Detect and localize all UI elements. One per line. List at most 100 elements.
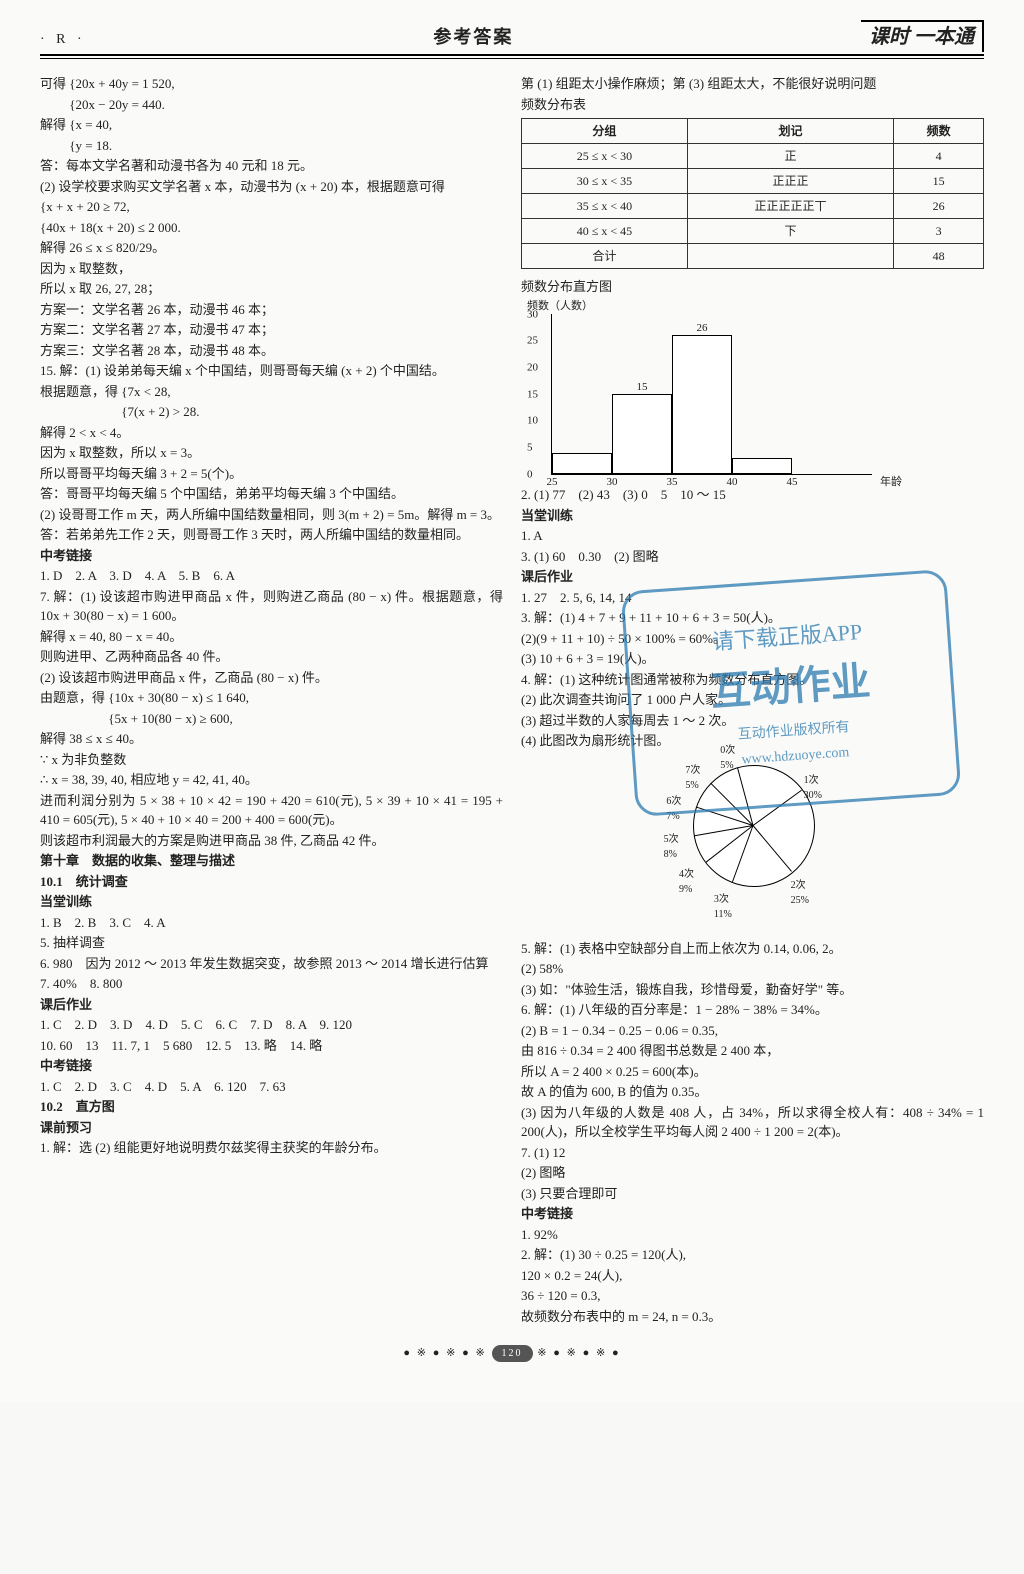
text-line: 7. 解：(1) 设该超市购进甲商品 x 件，则购进乙商品 (80 − x) 件… — [40, 587, 503, 626]
table-row: 40 ≤ x < 45下3 — [522, 219, 984, 244]
table-cell: 下 — [687, 219, 893, 244]
section-heading: 中考链接 — [40, 546, 503, 566]
text-line: (4) 此图改为扇形统计图。 — [521, 731, 984, 751]
pie-label: 2次25% — [791, 878, 809, 908]
text-line: {20x − 20y = 440. — [40, 95, 503, 115]
text-line: 1. 27 2. 5, 6, 14, 14 — [521, 588, 984, 608]
footer-dots: ● ※ ● ※ ● ※ — [403, 1347, 486, 1359]
section-title: 10.2 直方图 — [40, 1097, 503, 1117]
text-line: (2) 设该超市购进甲商品 x 件，乙商品 (80 − x) 件。 — [40, 668, 503, 688]
pie-label: 5次8% — [664, 832, 679, 862]
text-line: 解得 2 < x < 4。 — [40, 423, 503, 443]
section-heading: 课后作业 — [521, 567, 984, 587]
table-row: 合计 48 — [522, 244, 984, 269]
text-line: 4. 解：(1) 这种统计图通常被称为频数分布直方图。 — [521, 670, 984, 690]
text-line: (2) 此次调查共询问了 1 000 户人家。 — [521, 690, 984, 710]
table-row: 35 ≤ x < 40正正正正正丅26 — [522, 194, 984, 219]
section-heading: 当堂训练 — [40, 892, 503, 912]
pie-label: 7次5% — [685, 763, 700, 793]
text-line: (2) 设哥哥工作 m 天，两人所编中国结数量相同，则 3(m + 2) = 5… — [40, 505, 503, 525]
text-line: 解得 38 ≤ x ≤ 40。 — [40, 729, 503, 749]
text-line: 1. C 2. D 3. D 4. D 5. C 6. C 7. D 8. A … — [40, 1015, 503, 1035]
text-line: (3) 如："体验生活，锻炼自我，珍惜母爱，勤奋好学" 等。 — [521, 980, 984, 1000]
left-column: 可得 {20x + 40y = 1 520, {20x − 20y = 440.… — [40, 73, 503, 1327]
table-cell — [687, 244, 893, 269]
table-cell: 35 ≤ x < 40 — [522, 194, 688, 219]
table-cell: 正正正正正丅 — [687, 194, 893, 219]
pie-label: 1次30% — [804, 773, 822, 803]
text-line: 方案一：文学名著 26 本，动漫书 46 本； — [40, 300, 503, 320]
table-title: 频数分布表 — [521, 95, 984, 115]
text-line: 36 ÷ 120 = 0.3, — [521, 1286, 984, 1306]
footer-dots: ※ ● ※ ● ※ ● — [537, 1347, 620, 1359]
table-cell: 48 — [894, 244, 984, 269]
table-header: 分组 — [522, 119, 688, 144]
section-heading: 当堂训练 — [521, 506, 984, 526]
table-cell: 40 ≤ x < 45 — [522, 219, 688, 244]
text-line: {y = 18. — [40, 136, 503, 156]
text-line: 故频数分布表中的 m = 24, n = 0.3。 — [521, 1307, 984, 1327]
section-heading: 课前预习 — [40, 1118, 503, 1138]
text-line: 答：每本文学名著和动漫书各为 40 元和 18 元。 — [40, 156, 503, 176]
text-line: 所以哥哥平均每天编 3 + 2 = 5(个)。 — [40, 464, 503, 484]
text-line: {5x + 10(80 − x) ≥ 600, — [40, 709, 503, 729]
text-line: 5. 抽样调查 — [40, 933, 503, 953]
text-line: (2) 58% — [521, 959, 984, 979]
table-row: 25 ≤ x < 30正4 — [522, 144, 984, 169]
text-line: (2) B = 1 − 0.34 − 0.25 − 0.06 = 0.35, — [521, 1021, 984, 1041]
pie-label: 3次11% — [714, 892, 732, 922]
table-cell: 合计 — [522, 244, 688, 269]
text-line: 解得 26 ≤ x ≤ 820/29。 — [40, 238, 503, 258]
text-line: 第 (1) 组距太小操作麻烦；第 (3) 组距太大，不能很好说明问题 — [521, 74, 984, 94]
bar — [552, 453, 612, 474]
pie-label: 0次5% — [720, 743, 735, 773]
text-line: 解得 {x = 40, — [40, 115, 503, 135]
text-line: 2. 解：(1) 30 ÷ 0.25 = 120(人), — [521, 1245, 984, 1265]
text-line: 1. B 2. B 3. C 4. A — [40, 913, 503, 933]
bar: 26 — [672, 335, 732, 474]
chapter-title: 第十章 数据的收集、整理与描述 — [40, 851, 503, 871]
text-line: 答：若弟弟先工作 2 天，则哥哥工作 3 天时，两人所编中国结的数量相同。 — [40, 525, 503, 545]
text-line: {x + x + 20 ≥ 72, — [40, 197, 503, 217]
text-line: 由题意，得 {10x + 30(80 − x) ≤ 1 640, — [40, 688, 503, 708]
table-cell: 3 — [894, 219, 984, 244]
text-line: 方案二：文学名著 27 本，动漫书 47 本； — [40, 320, 503, 340]
text-line: 方案三：文学名著 28 本，动漫书 48 本。 — [40, 341, 503, 361]
text-line: 6. 解：(1) 八年级的百分率是：1 − 28% − 38% = 34%。 — [521, 1000, 984, 1020]
text-line: 故 A 的值为 600, B 的值为 0.35。 — [521, 1082, 984, 1102]
table-header: 频数 — [894, 119, 984, 144]
header-left: · R · — [40, 29, 86, 50]
text-line: 5. 解：(1) 表格中空缺部分自上而上依次为 0.14, 0.06, 2。 — [521, 939, 984, 959]
table-cell: 30 ≤ x < 35 — [522, 169, 688, 194]
text-line: 120 × 0.2 = 24(人), — [521, 1266, 984, 1286]
text-line: (2) 设学校要求购买文学名著 x 本，动漫书为 (x + 20) 本，根据题意… — [40, 177, 503, 197]
text-line: 6. 980 因为 2012 ～ 2013 年发生数据突变，故参照 2013 ～… — [40, 954, 503, 974]
text-line: 因为 x 取整数， — [40, 259, 503, 279]
text-line: 1. D 2. A 3. D 4. A 5. B 6. A — [40, 566, 503, 586]
text-line: (2)(9 + 11 + 10) ÷ 50 × 100% = 60%。 — [521, 629, 984, 649]
page-number: 120 — [492, 1345, 533, 1362]
text-line: 3. (1) 60 0.30 (2) 图略 — [521, 547, 984, 567]
section-title: 10.1 统计调查 — [40, 872, 503, 892]
text-line: 因为 x 取整数，所以 x = 3。 — [40, 443, 503, 463]
bar — [732, 458, 792, 474]
text-line: 15. 解：(1) 设弟弟每天编 x 个中国结，则哥哥每天编 (x + 2) 个… — [40, 361, 503, 381]
histogram-chart: 频数分布直方图 频数（人数） 0510152025302530354045152… — [521, 277, 984, 475]
header-right: 课时 一本通 — [861, 20, 984, 52]
page-footer: ● ※ ● ※ ● ※ 120 ※ ● ※ ● ※ ● — [40, 1345, 984, 1362]
text-line: 所以 A = 2 400 × 0.25 = 600(本)。 — [521, 1062, 984, 1082]
table-row: 30 ≤ x < 35正正正15 — [522, 169, 984, 194]
text-line: (2) 图略 — [521, 1163, 984, 1183]
text-line: 10. 60 13 11. 7, 1 5 680 12. 5 13. 略 14.… — [40, 1036, 503, 1056]
section-heading: 课后作业 — [40, 995, 503, 1015]
table-cell: 4 — [894, 144, 984, 169]
text-line: (3) 只要合理即可 — [521, 1184, 984, 1204]
table-cell: 正正正 — [687, 169, 893, 194]
text-line: 根据题意，得 {7x < 28, — [40, 382, 503, 402]
section-heading: 中考链接 — [40, 1056, 503, 1076]
text-line: 7. 40% 8. 800 — [40, 974, 503, 994]
text-line: 由 816 ÷ 0.34 = 2 400 得图书总数是 2 400 本， — [521, 1041, 984, 1061]
text-line: 答：哥哥平均每天编 5 个中国结，弟弟平均每天编 3 个中国结。 — [40, 484, 503, 504]
table-cell: 25 ≤ x < 30 — [522, 144, 688, 169]
text-line: {7(x + 2) > 28. — [40, 402, 503, 422]
